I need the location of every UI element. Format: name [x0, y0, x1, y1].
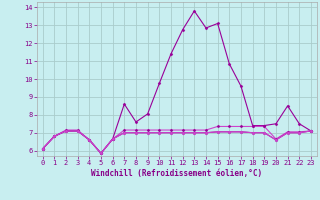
X-axis label: Windchill (Refroidissement éolien,°C): Windchill (Refroidissement éolien,°C): [91, 169, 262, 178]
